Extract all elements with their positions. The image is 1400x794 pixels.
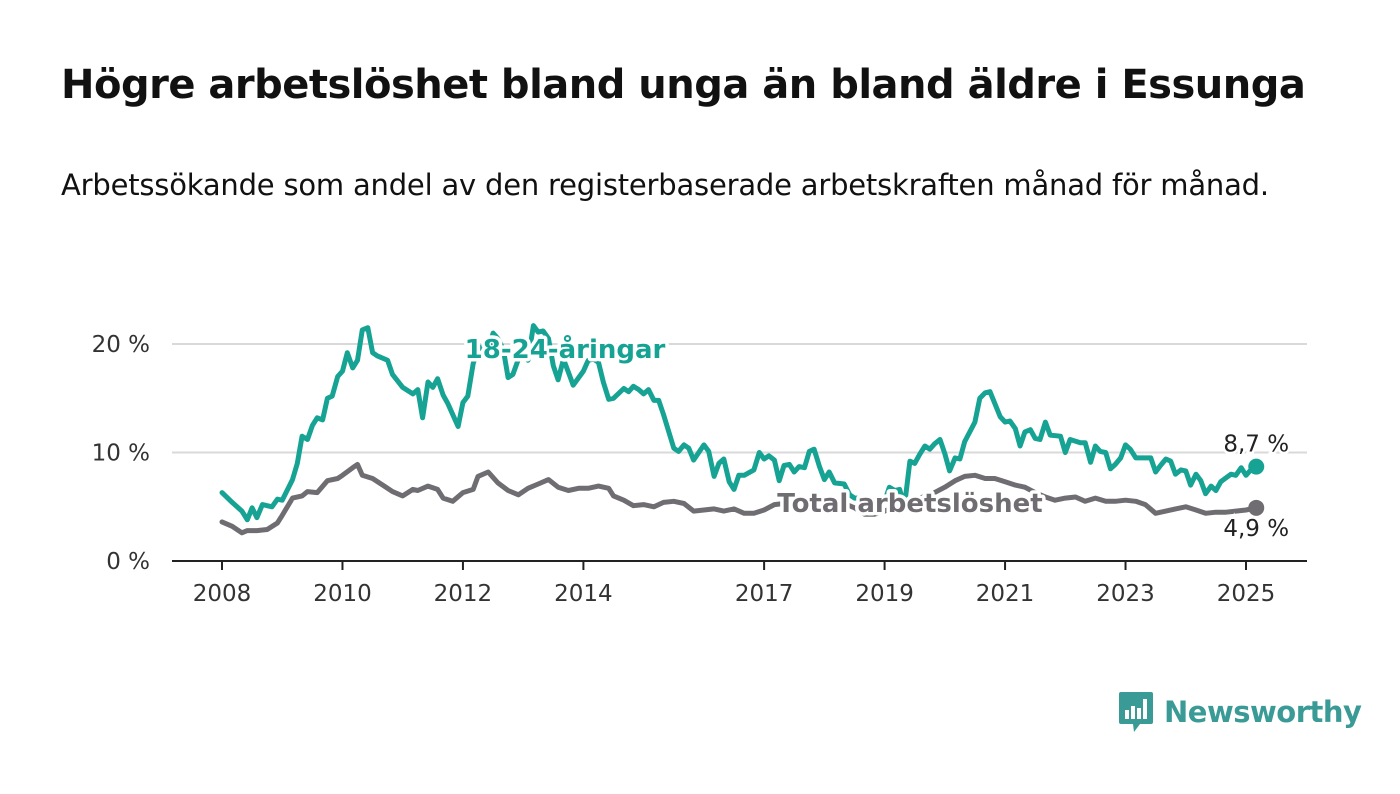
series-lines [219,323,1265,536]
series-line-youth [219,323,1259,523]
x-tick-label: 2008 [193,581,252,607]
x-tick-label: 2012 [434,581,493,607]
x-tick-label: 2023 [1096,581,1155,607]
end-label-total: 4,9 % [1223,516,1289,542]
end-label-youth: 8,7 % [1223,432,1289,458]
y-tick-label: 20 % [92,332,150,358]
x-tick-label: 2019 [855,581,914,607]
series-labels: 18-24-åringar Total arbetslöshet 8,7 % 4,9 … [461,330,1291,545]
bar-chart-speech-bubble-icon [1119,692,1153,732]
series-line-total [219,461,1259,536]
end-point-total [1248,499,1265,516]
chart-subtitle: Arbetssökande som andel av den registerb… [61,168,1269,202]
gridlines [172,343,1307,454]
y-tick-label: 0 % [106,549,150,575]
series-label-total: Total arbetslöshet [777,489,1042,519]
x-tick-label: 2010 [313,581,372,607]
x-tick-label: 2017 [735,581,794,607]
x-tick-label: 2025 [1217,581,1276,607]
y-tick-label: 10 % [92,441,150,467]
x-axis: 2008 2010 2012 2014 2017 2019 2021 2023 2025 [172,560,1307,607]
x-tick-label: 2014 [554,581,613,607]
chart-title: Högre arbetslöshet bland unga än bland ä… [61,62,1306,108]
series-label-youth: 18-24-åringar [465,333,666,365]
y-axis-ticks: 0 % 10 % 20 % [92,332,150,575]
newsworthy-logo: Newsworthy [1118,690,1362,734]
end-point-youth [1248,458,1265,475]
brand-name: Newsworthy [1164,695,1362,729]
x-tick-label: 2021 [976,581,1035,607]
